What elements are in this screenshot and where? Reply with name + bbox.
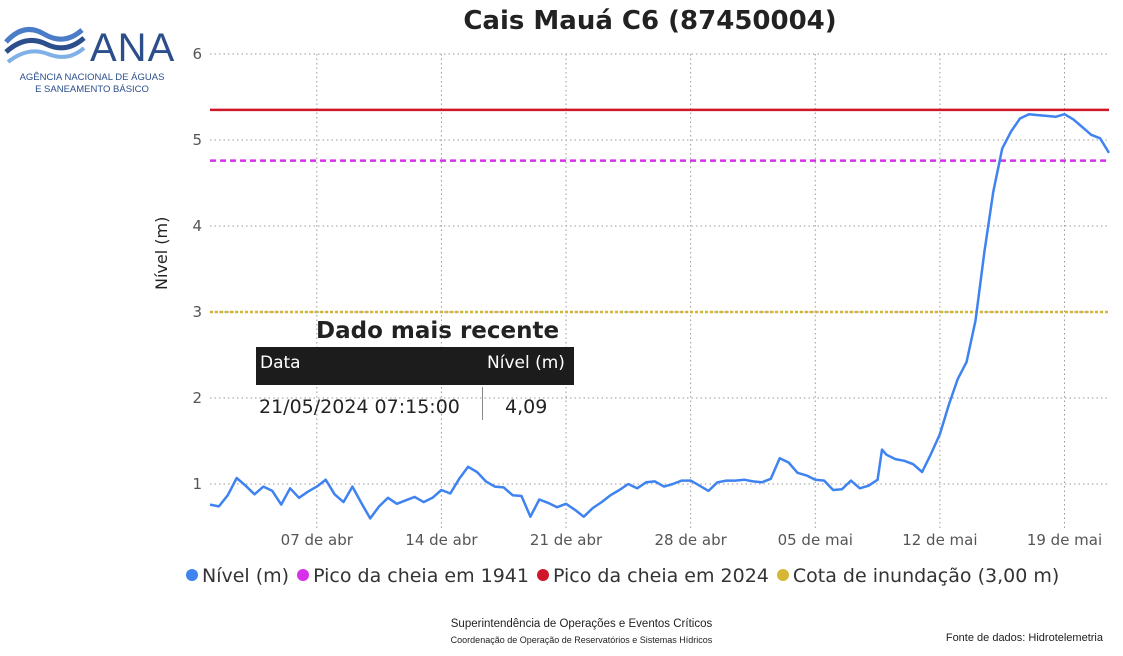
y-tick-label: 3 bbox=[192, 303, 202, 321]
y-axis-label: Nível (m) bbox=[152, 216, 171, 290]
y-tick-label: 5 bbox=[192, 131, 202, 149]
legend-marker-icon bbox=[536, 569, 549, 581]
legend-item: Pico da cheia em 1941 bbox=[297, 565, 529, 587]
chart-legend: Nível (m) Pico da cheia em 1941 Pico da ch… bbox=[186, 565, 1067, 587]
chart-title: Cais Mauá C6 (87450004) bbox=[463, 6, 837, 36]
ana-logo: ANA AGÊNCIA NACIONAL DE ÁGUAS E SANEAMEN… bbox=[4, 12, 184, 102]
legend-label: Pico da cheia em 2024 bbox=[552, 565, 769, 587]
y-tick-label: 6 bbox=[192, 45, 202, 63]
y-tick-label: 1 bbox=[192, 475, 202, 493]
legend-item: Nível (m) bbox=[186, 565, 289, 587]
legend-marker-icon bbox=[776, 569, 789, 581]
legend-marker-icon bbox=[297, 569, 310, 581]
logo-wordmark: ANA bbox=[90, 26, 176, 70]
legend-marker-icon bbox=[186, 569, 198, 581]
legend-item: Cota de inundação (3,00 m) bbox=[776, 565, 1060, 587]
header-date: Data bbox=[256, 347, 485, 385]
logo-subtitle: AGÊNCIA NACIONAL DE ÁGUAS E SANEAMENTO B… bbox=[4, 72, 180, 96]
logo-subtitle-line1: AGÊNCIA NACIONAL DE ÁGUAS bbox=[19, 72, 165, 83]
x-tick-label: 14 de abr bbox=[405, 531, 478, 549]
legend-label: Nível (m) bbox=[202, 565, 290, 587]
x-tick-label: 19 de mai bbox=[1027, 531, 1102, 549]
recent-data-title: Dado mais recente bbox=[316, 318, 560, 344]
header-level: Nível (m) bbox=[483, 347, 574, 385]
logo-subtitle-line2: E SANEAMENTO BÁSICO bbox=[35, 84, 149, 95]
x-tick-label: 21 de abr bbox=[530, 531, 603, 549]
legend-item: Pico da cheia em 2024 bbox=[536, 565, 769, 587]
x-tick-label: 12 de mai bbox=[902, 531, 977, 549]
legend-label: Pico da cheia em 1941 bbox=[313, 565, 529, 587]
recent-date-value: 21/05/2024 07:15:00 bbox=[259, 396, 460, 418]
ana-wave-logo-icon bbox=[4, 27, 86, 64]
data-source: Fonte de dados: Hidrotelemetria bbox=[945, 632, 1103, 644]
x-tick-label: 28 de abr bbox=[655, 531, 728, 549]
footer-line-2: Coordenação de Operação de Reservatórios… bbox=[450, 635, 713, 645]
footer-line-1: Superintendência de Operações e Eventos … bbox=[450, 618, 713, 630]
level-series-line bbox=[209, 112, 1111, 520]
x-tick-label: 07 de abr bbox=[281, 531, 354, 549]
table-divider bbox=[482, 387, 483, 420]
y-tick-label: 4 bbox=[192, 217, 202, 235]
recent-level-value: 4,09 bbox=[505, 396, 548, 418]
y-tick-label: 2 bbox=[192, 389, 202, 407]
x-tick-label: 05 de mai bbox=[778, 531, 853, 549]
legend-label: Cota de inundação (3,00 m) bbox=[792, 565, 1060, 587]
